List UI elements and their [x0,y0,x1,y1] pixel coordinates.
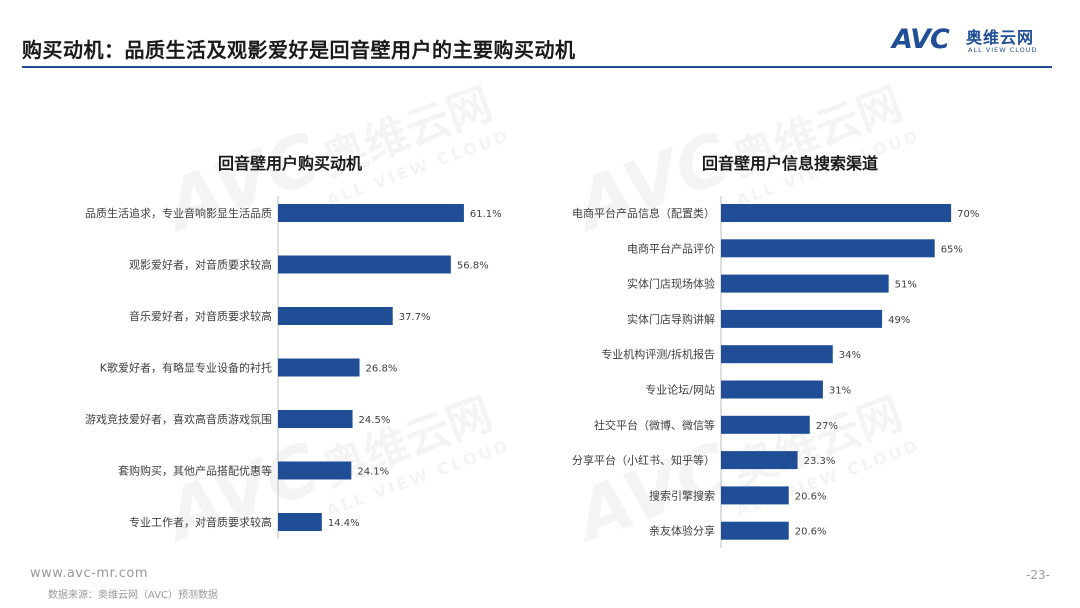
category-label: 游戏竞技爱好者，喜欢高音质游戏氛围 [85,412,272,426]
bar [278,307,393,325]
value-label: 24.1% [357,467,389,478]
bar [721,204,952,222]
bar [721,239,935,258]
category-label: 搜索引擎搜索 [649,488,715,502]
value-label: 20.6% [795,491,827,502]
category-label: 品质生活追求，专业音响影显生活品质 [85,206,272,220]
bar [721,451,798,470]
category-label: 实体门店现场体验 [627,277,715,291]
bar [278,410,353,428]
category-label: 专业机构评测/拆机报告 [601,347,715,361]
bar [721,486,789,505]
category-label: 亲友体验分享 [649,524,715,538]
value-label: 61.1% [470,209,502,220]
value-label: 37.7% [399,312,431,323]
bar [721,309,883,328]
header-divider [22,66,1052,68]
avc-logo-mark: AVC [892,24,950,55]
category-label: 观影爱好者，对音质要求较高 [129,258,272,272]
bar [278,255,451,274]
chart-title-search-channels: 回音壁用户信息搜索渠道 [701,154,878,173]
purchase-motivation-chart: 品质生活追求，专业音响影显生活品质 61.1% 观影爱好者，对音质要求较高 56.8%… [85,196,502,539]
category-label: 套购购买，其他产品搭配优惠等 [118,464,272,478]
bar [721,274,889,293]
chart-title-purchase-motivation: 回音壁用户购买动机 [217,154,362,173]
value-label: 24.5% [359,415,391,426]
bar [721,345,833,364]
value-label: 65% [941,244,963,255]
bar [721,415,810,434]
category-label: 电商平台产品信息（配置类） [572,206,715,220]
page-title: 购买动机：品质生活及观影爱好是回音壁用户的主要购买动机 [22,38,576,62]
avc-logo: AVC 奥维云网 ALL VIEW CLOUD [892,22,1062,62]
bar [721,521,789,540]
search-channels-chart: 电商平台产品信息（配置类） 70% 电商平台产品评价 65% 实体门店现场体验 51% 实体… [572,196,979,548]
value-label: 51% [895,280,917,291]
category-label: 专业工作者，对音质要求较高 [129,515,272,529]
bar [278,513,322,531]
category-label: 实体门店导购讲解 [627,312,715,326]
avc-logo-cn-text: 奥维云网 [966,28,1035,47]
avc-logo-en-text: ALL VIEW CLOUD [968,46,1038,54]
value-label: 23.3% [804,456,836,467]
value-label: 31% [829,386,851,397]
value-label: 56.8% [457,261,489,272]
value-label: 27% [816,421,838,432]
page-number: -23- [1026,568,1050,582]
value-label: 49% [888,315,910,326]
bar [721,380,823,399]
value-label: 70% [957,209,979,220]
footer-source: 数据来源：奥维云网（AVC）预测数据 [48,590,219,601]
category-label: 电商平台产品评价 [627,241,715,255]
category-label: 社交平台（微博、微信等 [594,418,715,432]
value-label: 20.6% [795,527,827,538]
value-label: 26.8% [366,364,398,375]
value-label: 14.4% [328,518,360,529]
category-label: 分享平台（小红书、知乎等） [572,453,715,467]
bar [278,204,464,222]
category-label: 音乐爱好者，对音质要求较高 [129,309,272,323]
footer-url: www.avc-mr.com [30,566,149,581]
value-label: 34% [839,350,861,361]
bar [278,461,352,480]
category-label: 专业论坛/网站 [645,383,715,397]
bar [278,358,360,377]
category-label: K歌爱好者，有略显专业设备的衬托 [100,361,272,375]
